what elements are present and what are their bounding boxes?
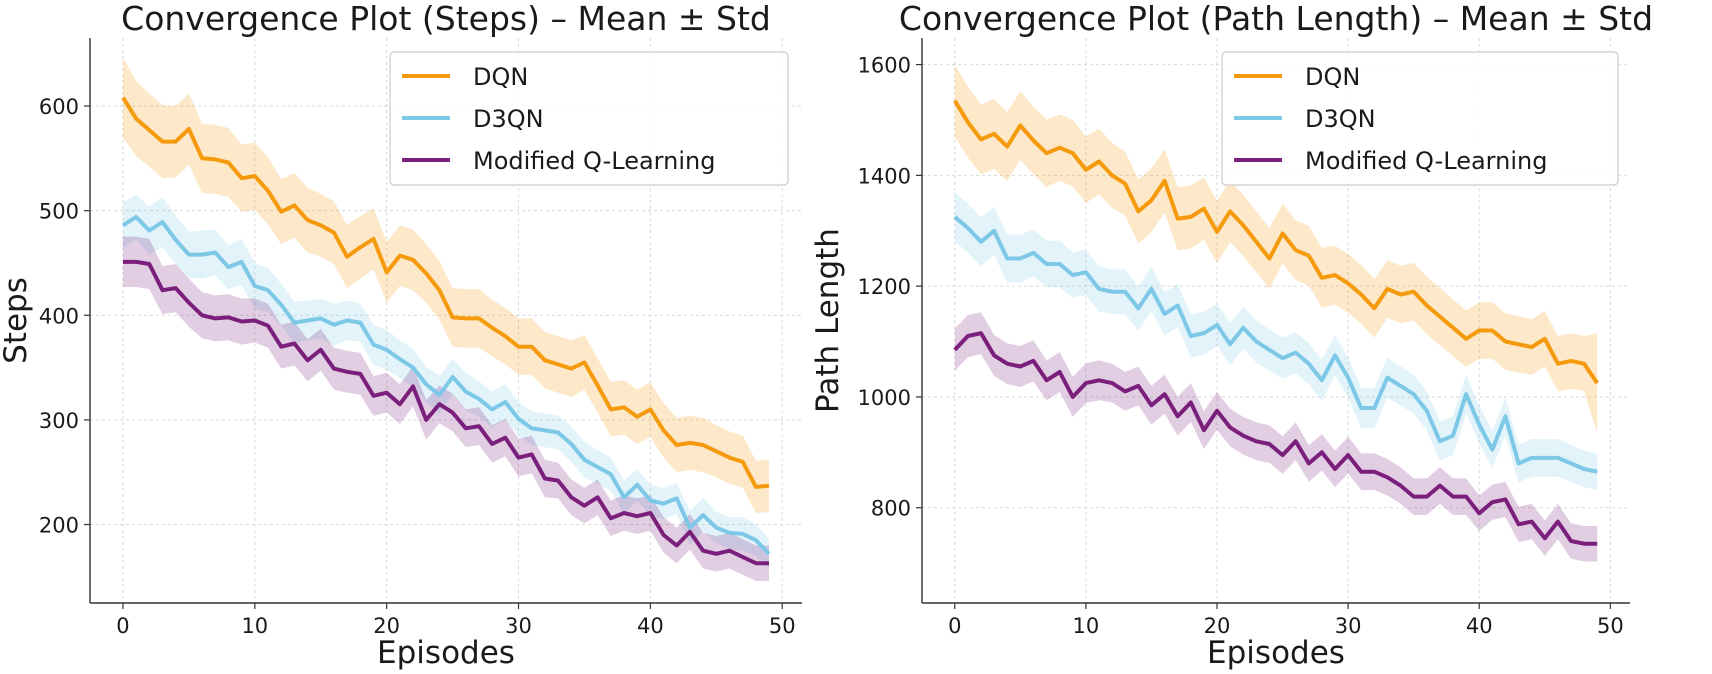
chart-title: Convergence Plot (Path Length) – Mean ± … xyxy=(899,0,1653,38)
x-tick-label: 30 xyxy=(1335,614,1362,638)
legend-box xyxy=(389,51,789,186)
legend-label: D3QN xyxy=(473,105,544,133)
y-tick-label: 400 xyxy=(39,304,79,328)
std-band-d3qn xyxy=(123,194,769,569)
x-axis-label: Episodes xyxy=(377,635,515,671)
y-axis-label: Steps xyxy=(0,277,34,364)
y-axis-label: Path Length xyxy=(810,228,846,413)
mean-line-dqn xyxy=(121,96,770,489)
x-tick-label: 40 xyxy=(637,614,664,638)
legend-label: Modified Q-Learning xyxy=(1305,147,1547,175)
y-tick-label: 200 xyxy=(39,514,79,538)
x-axis-label: Episodes xyxy=(1207,635,1345,671)
y-tick-label: 1200 xyxy=(858,275,911,299)
std-band-dqn xyxy=(123,57,769,514)
std-band-modified-q-learning xyxy=(954,312,1598,562)
legend-label: Modified Q-Learning xyxy=(473,147,715,175)
x-tick-label: 20 xyxy=(373,614,400,638)
y-tick-label: 1600 xyxy=(858,54,911,78)
legend-box xyxy=(1221,51,1619,186)
mean-line-d3qn xyxy=(121,214,771,556)
x-tick-label: 20 xyxy=(1204,614,1231,638)
x-tick-label: 10 xyxy=(1073,614,1100,638)
x-tick-label: 30 xyxy=(505,614,532,638)
x-tick-label: 0 xyxy=(116,614,129,638)
legend-label: DQN xyxy=(1305,63,1360,91)
y-tick-label: 1400 xyxy=(858,164,911,188)
x-tick-label: 40 xyxy=(1466,614,1493,638)
mean-line-modified-q-learning xyxy=(953,331,1598,546)
legend-label: DQN xyxy=(473,63,528,91)
path-length-chart-panel: 0 10 20 30 40 50 800 1000 1200 1400 1600 Convergenc… xyxy=(810,0,1653,671)
y-tick-label: 800 xyxy=(871,497,911,521)
y-tick-label: 1000 xyxy=(858,386,911,410)
steps-chart-panel: 0 10 20 30 40 50 200 300 400 500 600 Convergence Pl… xyxy=(0,0,802,671)
mean-line-d3qn xyxy=(953,215,1598,474)
x-tick-label: 10 xyxy=(241,614,268,638)
std-band-d3qn xyxy=(954,192,1598,490)
mean-line-modified-q-learning xyxy=(123,259,769,566)
mean-line-dqn xyxy=(953,99,1599,385)
chart-title: Convergence Plot (Steps) – Mean ± Std xyxy=(121,0,771,38)
y-tick-label: 300 xyxy=(39,409,79,433)
y-tick-label: 600 xyxy=(39,95,79,119)
x-tick-label: 50 xyxy=(1597,614,1624,638)
x-tick-label: 0 xyxy=(948,614,961,638)
legend-label: D3QN xyxy=(1305,105,1376,133)
y-tick-label: 500 xyxy=(39,200,79,224)
x-tick-label: 50 xyxy=(769,614,796,638)
